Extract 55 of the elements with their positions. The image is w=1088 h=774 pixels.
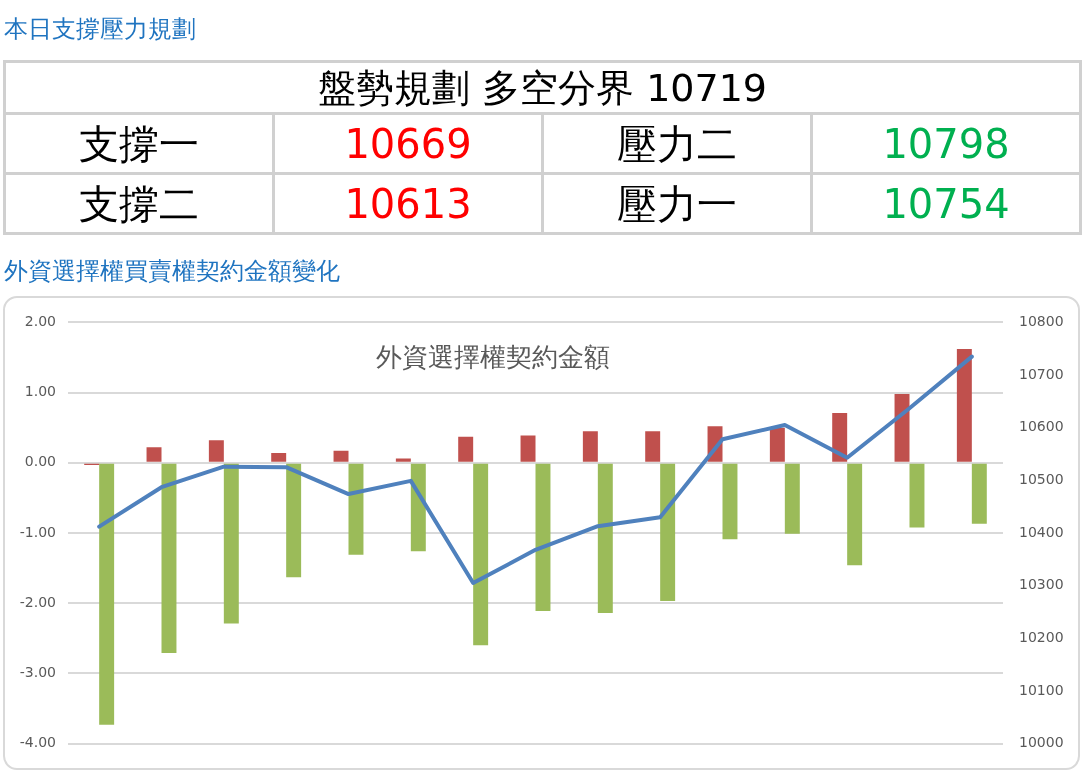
y-tick-label: -3.00	[19, 664, 56, 681]
y-tick-label: -1.00	[19, 523, 56, 540]
text: 支撐一	[4, 113, 274, 174]
y-tick-label: -2.00	[19, 593, 56, 610]
bar	[645, 431, 661, 462]
bar	[223, 463, 239, 624]
y2-tick-label: 10600	[1019, 418, 1064, 435]
bar	[847, 463, 863, 566]
text: 10798	[811, 113, 1081, 174]
bar	[769, 427, 785, 462]
y2-tick-label: 10000	[1019, 734, 1064, 751]
bar	[660, 463, 676, 602]
bar	[333, 450, 349, 462]
text: 壓力二	[542, 113, 812, 174]
bar	[286, 463, 302, 578]
bar	[784, 463, 800, 534]
bar	[582, 431, 598, 462]
bar	[722, 463, 738, 540]
bar	[971, 463, 987, 524]
bar	[99, 463, 115, 725]
bar	[410, 463, 426, 552]
y-tick-label: 2.00	[24, 313, 56, 330]
bar	[161, 463, 177, 654]
bar	[956, 349, 972, 462]
y2-tick-label: 10300	[1019, 576, 1064, 593]
bar	[146, 447, 162, 462]
text: 本日支撐壓力規劃	[4, 14, 196, 44]
bar	[271, 452, 287, 462]
bar	[535, 463, 551, 611]
bar	[832, 412, 848, 462]
y2-tick-label: 10500	[1019, 470, 1064, 487]
bar	[894, 394, 910, 462]
y2-tick-label: 10400	[1019, 523, 1064, 540]
bar	[208, 440, 224, 462]
y2-tick-label: 10200	[1019, 628, 1064, 645]
text: 壓力一	[542, 173, 812, 234]
y2-tick-label: 10800	[1019, 313, 1064, 330]
bar	[520, 435, 536, 462]
bar	[395, 458, 411, 462]
bar	[909, 463, 925, 528]
y-tick-label: 1.00	[24, 383, 56, 400]
text: 10669	[273, 113, 543, 174]
chart-title: 外資選擇權買賣權契約金額變化	[4, 256, 340, 286]
y-tick-label: 0.00	[24, 453, 56, 470]
text: 10613	[273, 173, 543, 234]
y2-tick-label: 10100	[1019, 681, 1064, 698]
bar	[597, 463, 613, 614]
y2-tick-label: 10700	[1019, 365, 1064, 382]
text: 支撐二	[4, 173, 274, 234]
text: 10754	[811, 173, 1081, 234]
bar	[473, 463, 489, 646]
y-tick-label: -4.00	[19, 734, 56, 751]
text: 盤勢規劃 多空分界 10719	[4, 61, 1081, 114]
text: 外資選擇權契約金額	[376, 342, 610, 372]
bar	[458, 436, 474, 462]
